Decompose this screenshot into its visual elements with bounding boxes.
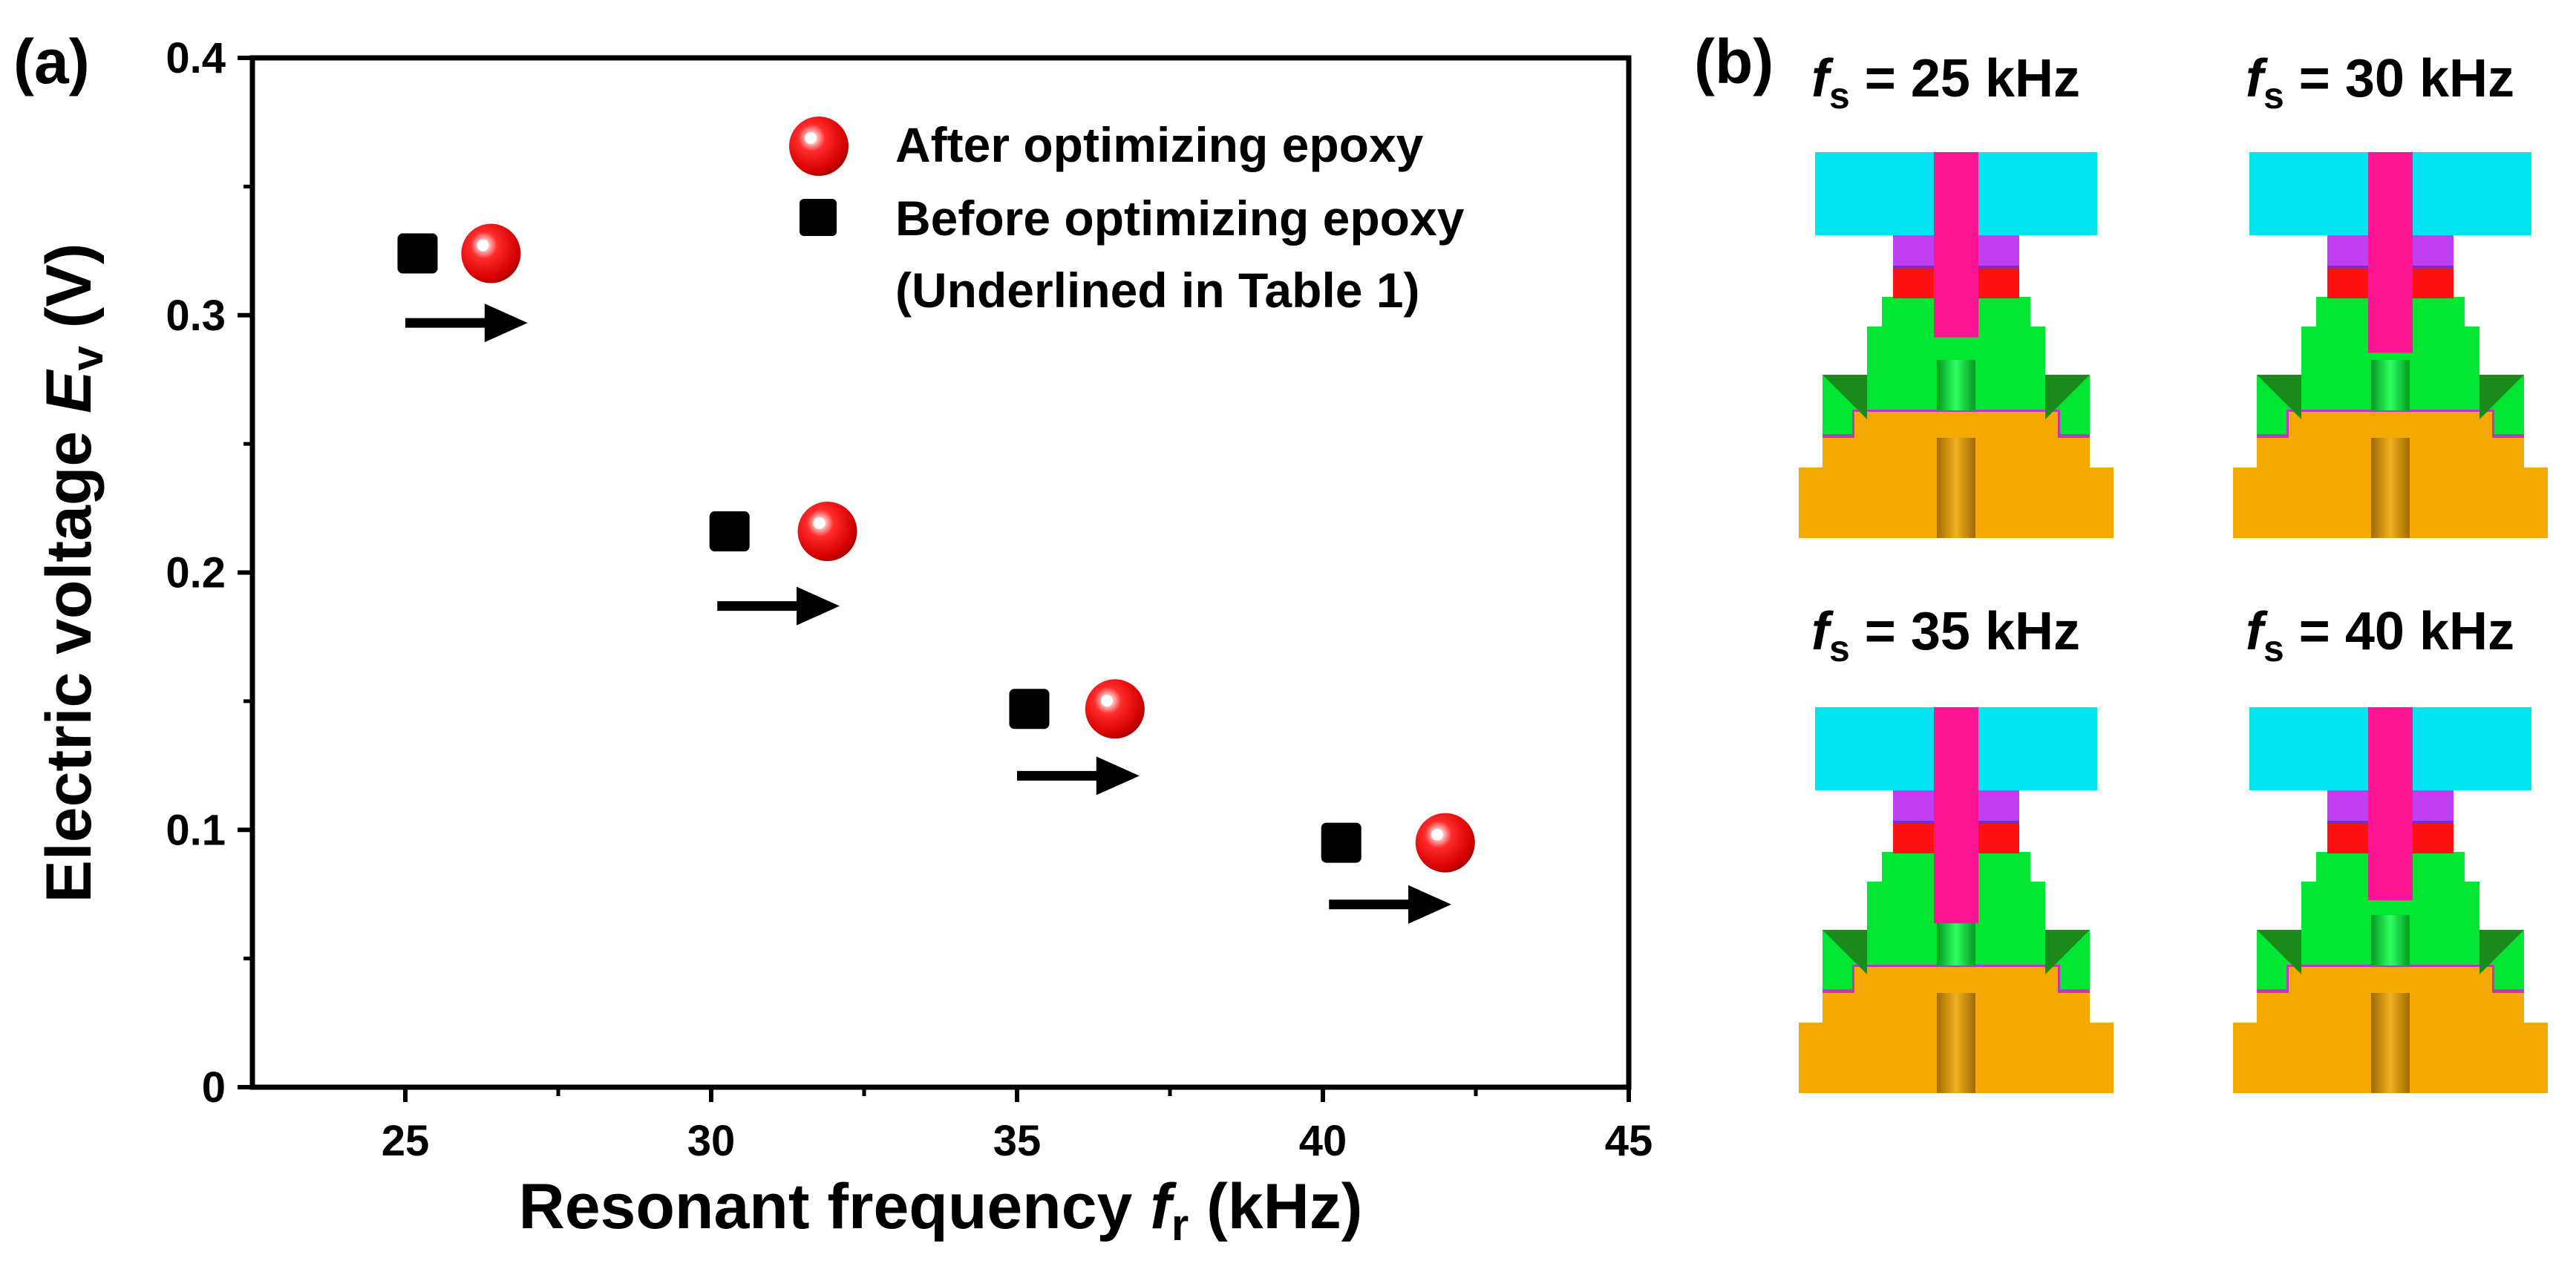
x-tick-label: 45 <box>1605 1117 1653 1165</box>
legend-note: (Underlined in Table 1) <box>895 263 1420 318</box>
y-axis-label-text: Electric voltage <box>33 413 105 903</box>
point-after <box>1415 813 1475 873</box>
x-tick-label: 30 <box>687 1117 736 1165</box>
shift-arrows <box>405 304 1452 924</box>
shift-arrow <box>1329 885 1452 924</box>
x-axis-label: Resonant frequency fr (kHz) <box>519 1171 1363 1250</box>
point-after <box>797 502 857 562</box>
x-axis-label-subscript: r <box>1171 1200 1189 1250</box>
x-tick-label: 35 <box>993 1117 1042 1165</box>
green-left-bevel <box>2257 930 2301 974</box>
transducer-diagram-40khz <box>2233 707 2548 1093</box>
legend-marker-before <box>800 199 837 236</box>
green-left-bevel <box>1823 375 1867 419</box>
y-axis-label-subscript: v <box>62 345 112 370</box>
legend-label-before: Before optimizing epoxy <box>895 191 1465 246</box>
data-points <box>397 223 1475 873</box>
green-neck <box>1937 915 1975 965</box>
point-before <box>1009 689 1050 729</box>
design-title-4: fs = 40 kHz <box>2246 602 2514 669</box>
green-right-bevel <box>2045 375 2090 419</box>
y-axis: 0 0.1 0.2 0.3 0.4 <box>166 34 252 1112</box>
transducer-diagram-25khz <box>1799 152 2114 538</box>
center-stem <box>1934 152 1978 338</box>
x-axis: 25 30 35 40 45 <box>382 1087 1653 1165</box>
base-top <box>2286 963 2494 993</box>
y-tick-label: 0.2 <box>166 549 226 597</box>
panel-b: (b) fs = 25 kHz fs = 30 kHz fs = 35 kHz … <box>1694 27 2548 1093</box>
legend-marker-after <box>789 117 849 176</box>
point-after <box>461 223 521 283</box>
point-after <box>1085 679 1145 739</box>
base-top <box>1852 408 2060 438</box>
legend: After optimizing epoxy Before optimizing… <box>789 117 1465 318</box>
base-top <box>2286 408 2494 438</box>
green-left-bevel <box>1823 930 1867 974</box>
center-stem <box>2368 707 2413 900</box>
point-before <box>1321 822 1361 863</box>
y-tick-label: 0.3 <box>166 292 226 340</box>
shift-arrow <box>405 304 528 343</box>
base-top <box>1852 963 2060 993</box>
x-tick-label: 40 <box>1299 1117 1347 1165</box>
legend-label-after: After optimizing epoxy <box>895 117 1424 172</box>
green-right-bevel <box>2479 375 2524 419</box>
green-right-bevel <box>2045 930 2090 974</box>
y-tick-label: 0 <box>202 1063 226 1112</box>
x-axis-label-unit: (kHz) <box>1189 1171 1362 1242</box>
base-hole <box>2371 993 2410 1093</box>
green-neck <box>2371 915 2410 965</box>
panel-a-label: (a) <box>13 27 90 96</box>
green-left-bevel <box>2257 375 2301 419</box>
green-neck <box>2371 360 2410 410</box>
y-axis-label: Electric voltage Ev (V) <box>33 243 112 903</box>
center-stem <box>1934 707 1978 924</box>
point-before <box>709 511 750 552</box>
base-hole <box>1937 438 1975 538</box>
y-tick-label: 0.4 <box>166 34 226 82</box>
x-tick-label: 25 <box>382 1117 430 1165</box>
transducer-diagram-35khz <box>1799 707 2114 1093</box>
shift-arrow <box>1017 756 1140 796</box>
x-axis-label-text: Resonant frequency <box>519 1171 1151 1242</box>
base-hole <box>2371 438 2410 538</box>
panel-b-label: (b) <box>1694 27 1774 96</box>
base-hole <box>1937 993 1975 1093</box>
y-axis-label-unit: (V) <box>33 243 105 347</box>
green-right-bevel <box>2479 930 2524 974</box>
shift-arrow <box>717 586 840 626</box>
panel-a: (a) 25 30 35 40 45 0 0.1 0.2 0.3 0.4 Resonant fr… <box>13 27 1653 1250</box>
transducer-diagram-30khz <box>2233 152 2548 538</box>
center-stem <box>2368 152 2413 353</box>
y-axis-label-symbol: E <box>33 369 105 413</box>
green-neck <box>1937 360 1975 410</box>
design-title-1: fs = 25 kHz <box>1811 49 2080 117</box>
y-tick-label: 0.1 <box>166 806 226 854</box>
design-title-2: fs = 30 kHz <box>2246 49 2514 117</box>
design-title-3: fs = 35 kHz <box>1811 602 2080 669</box>
point-before <box>397 233 438 274</box>
